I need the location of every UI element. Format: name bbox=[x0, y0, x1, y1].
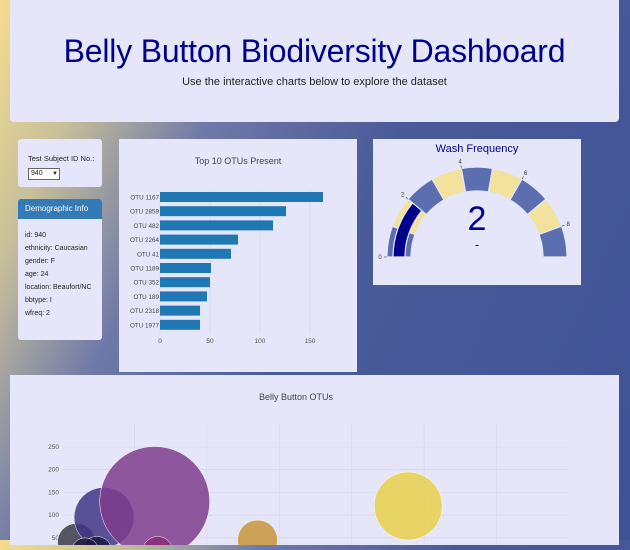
subject-select-label: Test Subject ID No.: bbox=[28, 154, 94, 163]
bubble-point[interactable] bbox=[238, 520, 278, 545]
gauge-band bbox=[461, 167, 492, 192]
gauge-tick-label: 6 bbox=[524, 171, 528, 177]
gauge-delta: - bbox=[475, 237, 479, 252]
page-title: Belly Button Biodiversity Dashboard bbox=[10, 33, 619, 70]
header-jumbotron: Belly Button Biodiversity Dashboard Use … bbox=[10, 0, 619, 122]
bar-category-label: OTU 41 bbox=[137, 251, 160, 258]
demographic-info-list: id: 940 ethnicity: Caucasian gender: F a… bbox=[25, 231, 99, 322]
bar-mark[interactable] bbox=[160, 192, 323, 202]
subject-id-select[interactable]: 940 ▼ bbox=[28, 168, 60, 180]
bar-category-label: OTU 1167 bbox=[130, 195, 159, 202]
gauge-tick bbox=[406, 197, 408, 199]
bar-category-label: OTU 482 bbox=[133, 223, 159, 230]
demographic-panel: Demographic Info id: 940 ethnicity: Cauc… bbox=[18, 199, 102, 340]
demographic-row: bbtype: I bbox=[25, 296, 99, 305]
demographic-row: gender: F bbox=[25, 257, 99, 266]
bar-category-label: OTU 2264 bbox=[130, 237, 160, 244]
bar-category-label: OTU 1189 bbox=[130, 266, 159, 273]
gauge-tick-label: 8 bbox=[566, 222, 570, 228]
bubble-y-tick-label: 100 bbox=[48, 512, 59, 519]
bar-mark[interactable] bbox=[160, 220, 273, 230]
bar-mark[interactable] bbox=[160, 263, 211, 273]
bar-category-label: OTU 2318 bbox=[130, 308, 160, 315]
demographic-row: location: Beaufort/NC bbox=[25, 283, 99, 292]
demographic-row: age: 24 bbox=[25, 270, 99, 279]
bar-chart-title: Top 10 OTUs Present bbox=[195, 156, 282, 166]
bar-x-tick-label: 100 bbox=[255, 338, 266, 345]
bubble-y-tick-label: 200 bbox=[48, 467, 59, 474]
bar-x-tick-label: 50 bbox=[206, 338, 214, 345]
gauge-tick-label: 0 bbox=[378, 255, 382, 261]
bar-x-tick-label: 150 bbox=[305, 338, 316, 345]
bar-category-label: OTU 2859 bbox=[130, 209, 160, 216]
chevron-down-icon: ▼ bbox=[52, 169, 58, 179]
gauge-title: Wash Frequency bbox=[436, 143, 519, 155]
bar-mark[interactable] bbox=[160, 306, 200, 316]
bar-category-label: OTU 352 bbox=[133, 280, 159, 287]
bubble-y-tick-label: 150 bbox=[48, 489, 59, 496]
subject-select-panel: Test Subject ID No.: 940 ▼ bbox=[18, 139, 102, 187]
bubble-chart-title: Belly Button OTUs bbox=[259, 392, 334, 402]
bar-chart[interactable]: Top 10 OTUs Present 0 50 100 150 OTU 1167 OT… bbox=[119, 139, 357, 372]
gauge-chart[interactable]: Wash Frequency 0 2 4 6 8 2 - bbox=[373, 139, 581, 285]
bubble-y-tick-label: 250 bbox=[48, 444, 59, 451]
bar-mark[interactable] bbox=[160, 249, 231, 259]
demographic-row: id: 940 bbox=[25, 231, 99, 240]
gauge-chart-panel: Wash Frequency 0 2 4 6 8 2 - bbox=[373, 139, 581, 285]
subject-id-value: 940 bbox=[31, 170, 43, 177]
bar-mark[interactable] bbox=[160, 320, 200, 330]
demographic-row: ethnicity: Caucasian bbox=[25, 244, 99, 253]
demographic-title: Demographic Info bbox=[18, 199, 102, 219]
gauge-tick-label: 2 bbox=[401, 193, 405, 199]
bar-category-label: OTU 1977 bbox=[130, 322, 160, 329]
bubble-point[interactable] bbox=[100, 446, 210, 545]
bar-category-label: OTU 189 bbox=[133, 294, 159, 301]
bar-mark[interactable] bbox=[160, 235, 238, 245]
bar-chart-panel: Top 10 OTUs Present 0 50 100 150 OTU 1167 OT… bbox=[119, 139, 357, 372]
bubble-point[interactable] bbox=[374, 472, 442, 540]
page-subtitle: Use the interactive charts below to expl… bbox=[10, 76, 619, 88]
demographic-row: wfreq: 2 bbox=[25, 309, 99, 318]
gauge-value: 2 bbox=[468, 200, 487, 238]
bar-mark[interactable] bbox=[160, 291, 207, 301]
bar-x-tick-label: 0 bbox=[158, 338, 162, 345]
bar-mark[interactable] bbox=[160, 206, 286, 216]
bar-mark[interactable] bbox=[160, 277, 210, 287]
gauge-tick-label: 4 bbox=[458, 159, 462, 165]
